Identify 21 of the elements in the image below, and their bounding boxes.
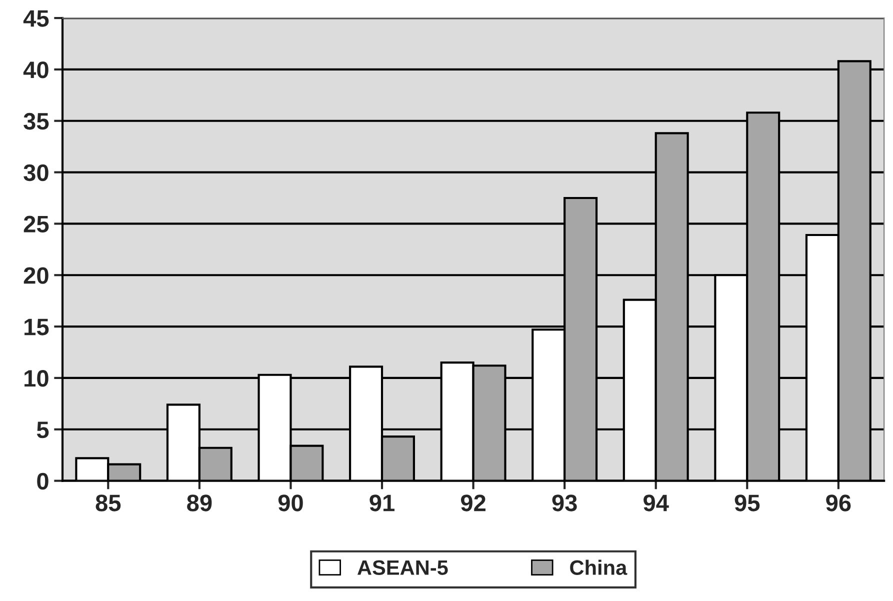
y-tick-label: 25 (24, 216, 49, 232)
x-tick-label: 94 (644, 494, 669, 512)
x-tick-label: 90 (278, 494, 303, 512)
x-tick-label: 92 (460, 494, 486, 512)
y-tick-label: 0 (37, 472, 48, 490)
x-tick-label: 96 (826, 494, 851, 512)
x-tick-label: 93 (552, 494, 577, 512)
x-tick-label: 91 (370, 494, 394, 512)
y-tick-label: 10 (24, 370, 48, 387)
y-tick-label: 15 (24, 318, 49, 336)
y-tick-label: 45 (23, 10, 49, 27)
x-tick-label: 95 (734, 494, 760, 512)
y-tick-label: 35 (24, 112, 49, 130)
y-tick-label: 5 (36, 422, 49, 438)
y-tick-label: 30 (24, 164, 48, 182)
y-tick-label: 20 (24, 267, 48, 284)
legend-label: ASEAN-5 (357, 560, 448, 576)
legend-label: China (570, 560, 628, 576)
y-tick-label: 40 (23, 62, 48, 78)
x-tick-label: 89 (187, 494, 212, 512)
x-tick-label: 85 (96, 494, 121, 512)
